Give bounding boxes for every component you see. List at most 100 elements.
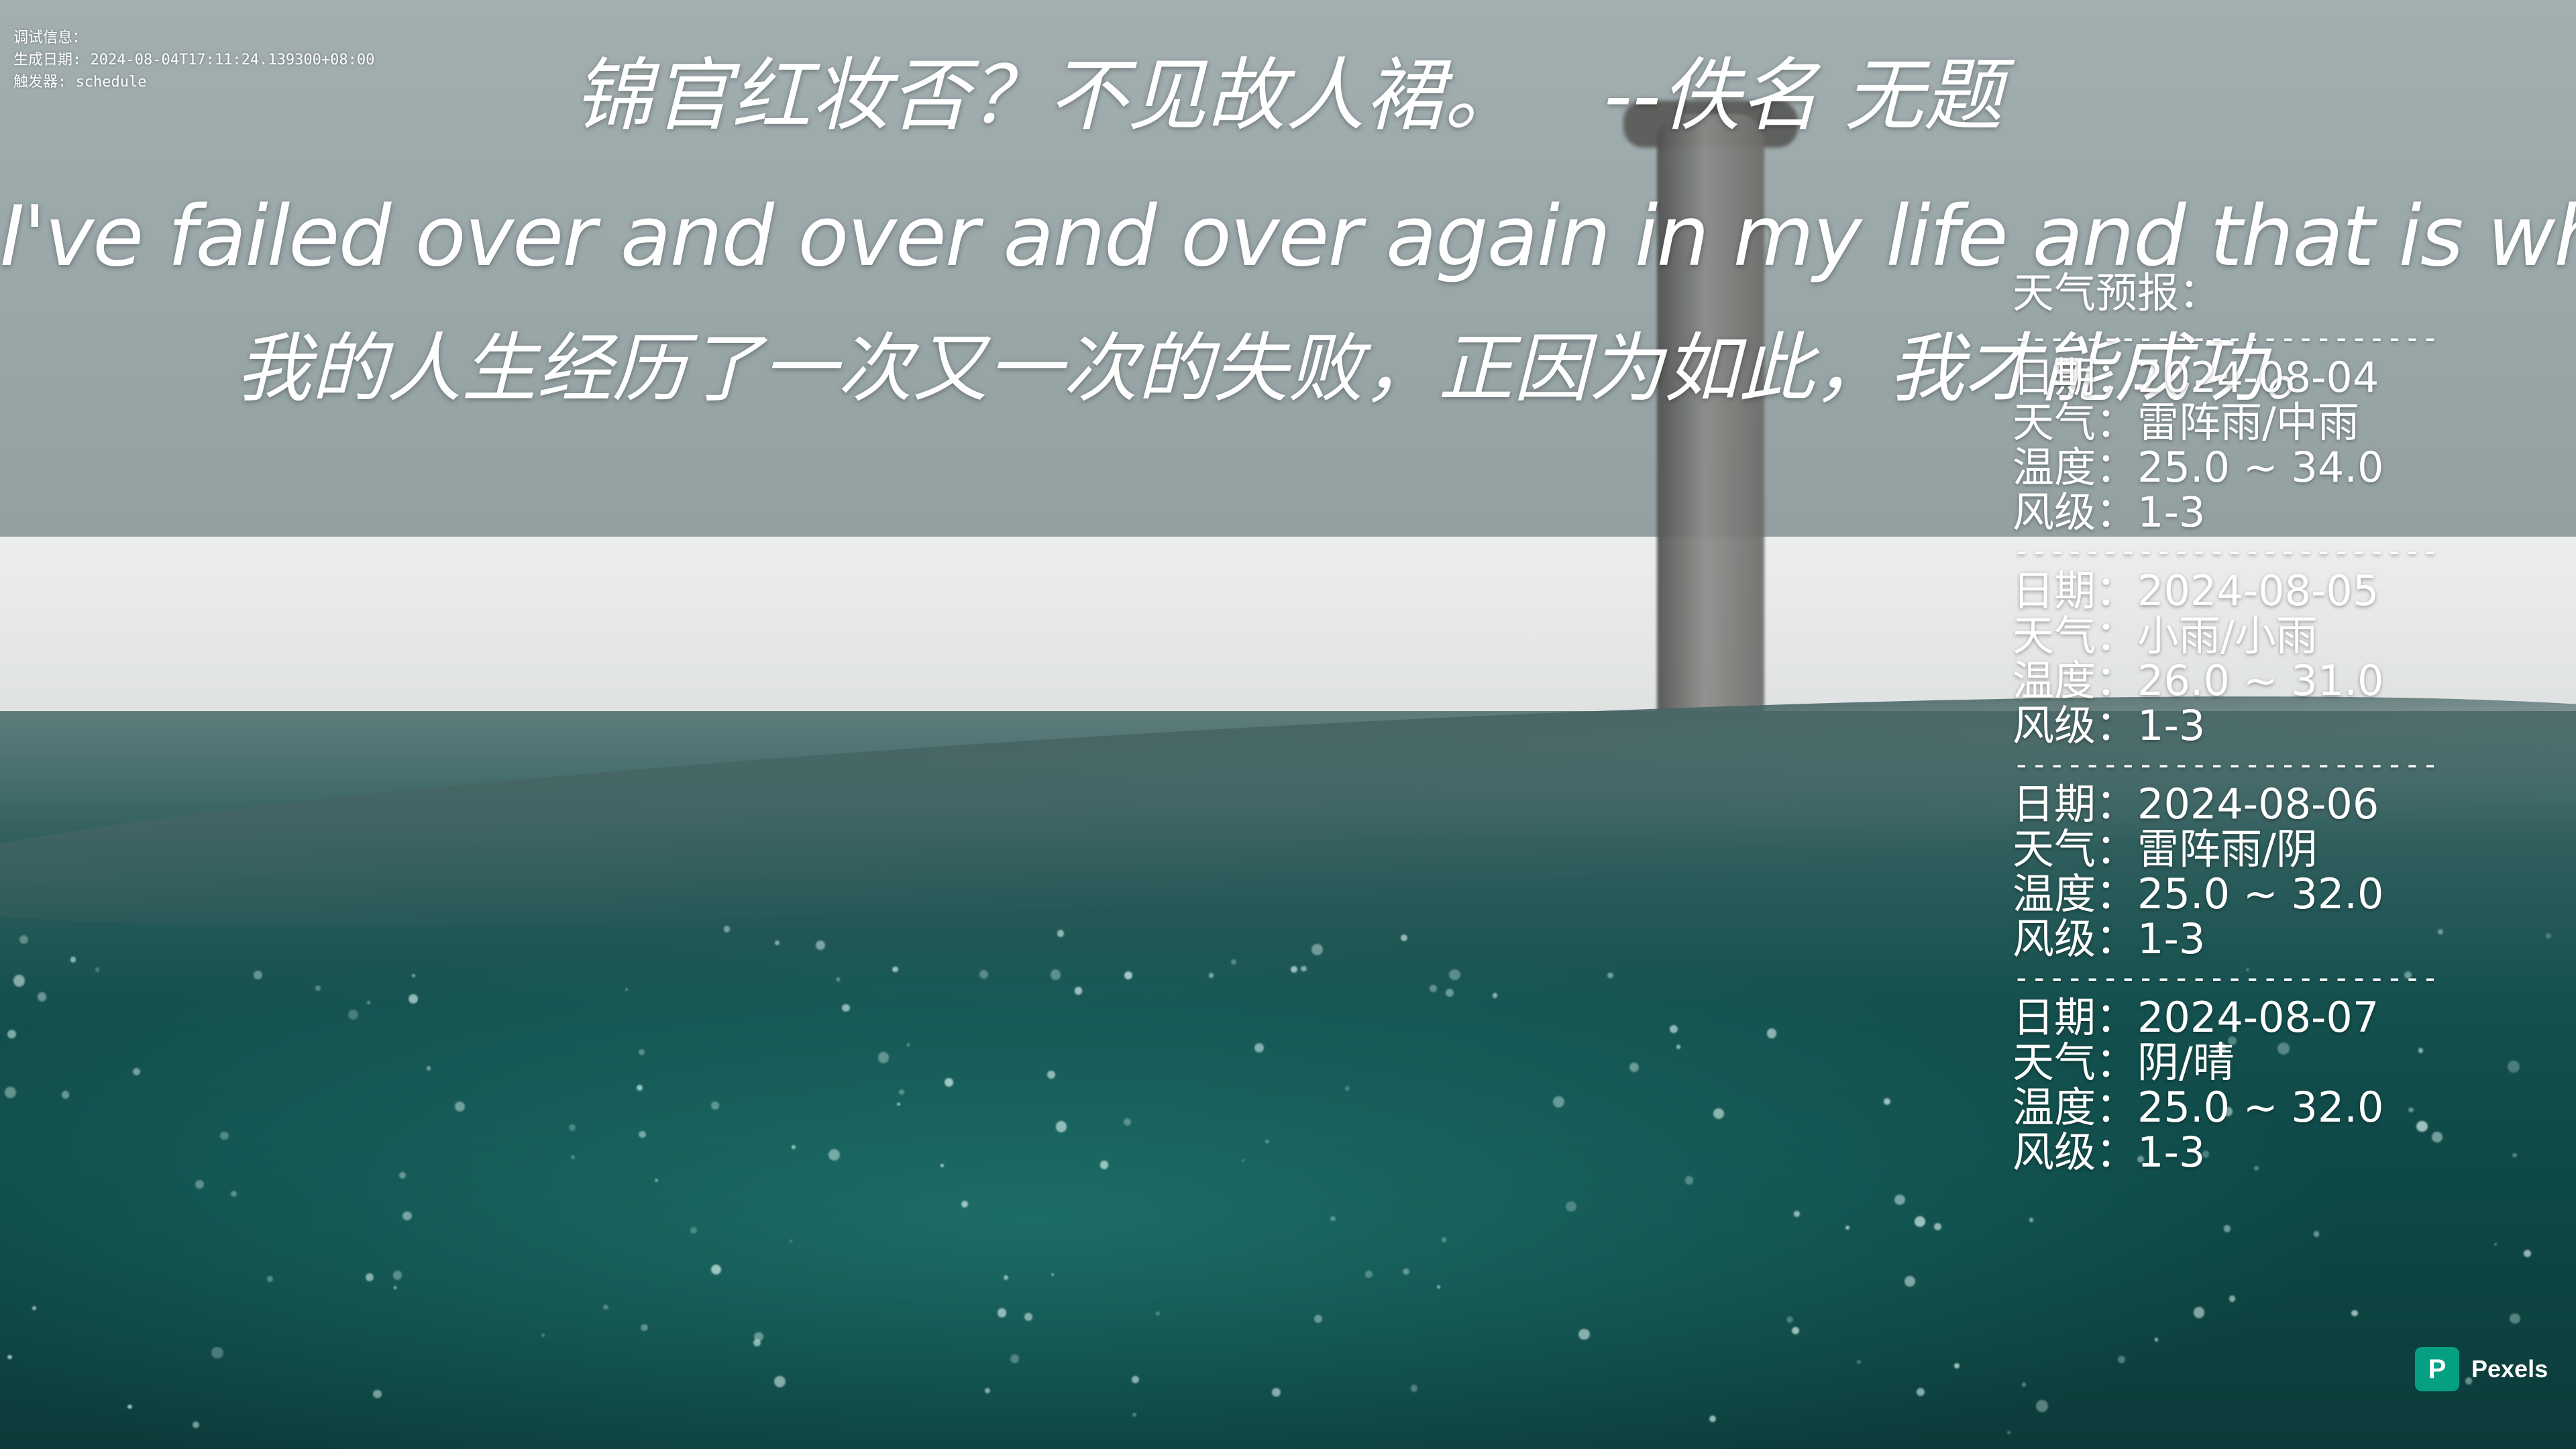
bubble <box>2036 1400 2048 1412</box>
bubble <box>408 994 418 1004</box>
bubble <box>2029 1218 2034 1222</box>
bubble <box>402 1211 412 1221</box>
bubble <box>2404 971 2412 979</box>
weather-separator: ---------------------------- <box>2012 748 2442 782</box>
weather-date: 日期：2024-08-05 <box>2012 566 2379 615</box>
bubble <box>2351 1309 2358 1317</box>
weather-condition: 天气：雷阵雨/阴 <box>2012 824 2318 873</box>
bubble <box>603 1304 609 1310</box>
bubble <box>398 1171 407 1179</box>
bubble <box>1448 969 1460 981</box>
bubble <box>1857 1359 1862 1364</box>
debug-trigger: 触发器: schedule <box>13 74 147 91</box>
bubble <box>1313 1315 1322 1324</box>
bubble <box>1132 1375 1140 1383</box>
bubble <box>790 1239 793 1243</box>
bubble <box>1578 1328 1590 1340</box>
weather-date: 日期：2024-08-04 <box>2012 353 2379 402</box>
bubble <box>1845 1226 1849 1230</box>
bubble <box>1242 1159 1245 1163</box>
bubble <box>2229 1295 2236 1302</box>
bubble <box>1492 993 1498 999</box>
bubble <box>220 1131 229 1140</box>
bubble <box>945 1078 954 1087</box>
bubble <box>2438 929 2444 935</box>
weather-date: 日期：2024-08-06 <box>2012 780 2379 828</box>
bubble <box>70 957 76 963</box>
bubble <box>366 1000 370 1004</box>
weather-separator: ---------------------------- <box>2012 961 2442 995</box>
bubble <box>1051 1273 1055 1277</box>
bubble <box>37 991 47 1002</box>
bubble <box>941 1163 944 1167</box>
weather-day: 日期：2024-08-04 天气：雷阵雨/中雨 温度：25.0 ~ 34.0 风… <box>2012 355 2442 535</box>
bubble <box>2507 1061 2520 1073</box>
bubble <box>2137 1155 2145 1163</box>
bubble <box>723 926 731 932</box>
weather-wind: 风级：1-3 <box>2012 701 2206 750</box>
bubble <box>1330 1216 1336 1222</box>
bubble <box>1403 1268 1410 1275</box>
bubble <box>2277 1042 2290 1055</box>
bubble <box>2222 1106 2233 1116</box>
bubble <box>2253 1165 2259 1171</box>
bubble <box>1003 1275 1008 1281</box>
bubble <box>1916 1387 1925 1396</box>
bubble <box>1794 1210 1800 1217</box>
bubble <box>315 985 321 991</box>
bubble <box>2117 1355 2126 1364</box>
weather-temperature: 温度：25.0 ~ 32.0 <box>2012 1083 2384 1132</box>
bubble <box>570 1155 575 1160</box>
bubble <box>711 1264 722 1275</box>
bubble <box>1629 1062 1639 1072</box>
bubble <box>427 1066 431 1071</box>
bubble <box>4 1086 17 1099</box>
debug-label: 调试信息： <box>13 30 88 46</box>
bubble <box>998 1308 1007 1318</box>
bubble <box>2082 1160 2088 1167</box>
weather-title: 天气预报： <box>2012 268 2221 317</box>
bubble <box>1713 1108 1725 1120</box>
bubble <box>211 1346 223 1359</box>
bubble <box>1271 1387 1281 1397</box>
bubble <box>2246 967 2250 972</box>
bubble <box>127 1404 132 1409</box>
bubble <box>1365 1271 1373 1278</box>
bubble <box>1074 987 1083 995</box>
bubble <box>2154 1338 2159 1342</box>
bubble <box>1047 1071 1056 1079</box>
bubble <box>373 1389 382 1399</box>
bubble <box>1124 971 1133 980</box>
bubble <box>1684 1176 1693 1185</box>
weather-separator: ---------------------------- <box>2012 535 2442 568</box>
bubble <box>1552 1095 1565 1108</box>
bubble <box>1883 1097 1890 1106</box>
pexels-credit[interactable]: P Pexels <box>2415 1347 2548 1391</box>
bubble <box>13 974 25 987</box>
bubble <box>690 1227 697 1234</box>
debug-info: 调试信息： 生成日期: 2024-08-04T17:11:24.139300+0… <box>13 27 374 93</box>
bubble <box>984 1387 991 1393</box>
bubble <box>541 1333 545 1338</box>
bubble <box>192 1421 199 1429</box>
weather-date: 日期：2024-08-07 <box>2012 993 2379 1042</box>
bubble <box>1099 1160 1109 1169</box>
bubble <box>454 1101 466 1112</box>
bubble <box>1291 965 1298 973</box>
weather-temperature: 温度：25.0 ~ 32.0 <box>2012 869 2384 918</box>
bubble <box>775 941 780 945</box>
bubble <box>411 974 415 977</box>
bubble <box>19 934 29 944</box>
bubble <box>1607 972 1613 979</box>
bubble <box>1446 989 1454 997</box>
bubble <box>2418 1048 2424 1053</box>
bubble <box>1254 1042 1265 1053</box>
bubble <box>1265 1139 1269 1144</box>
bubble <box>95 967 100 972</box>
weather-day: 日期：2024-08-07 天气：阴/晴 温度：25.0 ~ 32.0 风级：1… <box>2012 995 2442 1175</box>
bubble <box>2523 1249 2532 1258</box>
bubble <box>2509 1313 2520 1324</box>
bubble <box>2202 1150 2210 1158</box>
weather-temperature: 温度：25.0 ~ 34.0 <box>2012 443 2384 492</box>
poem-text: 锦官红妆否？不见故人裙。 <box>573 49 1523 142</box>
